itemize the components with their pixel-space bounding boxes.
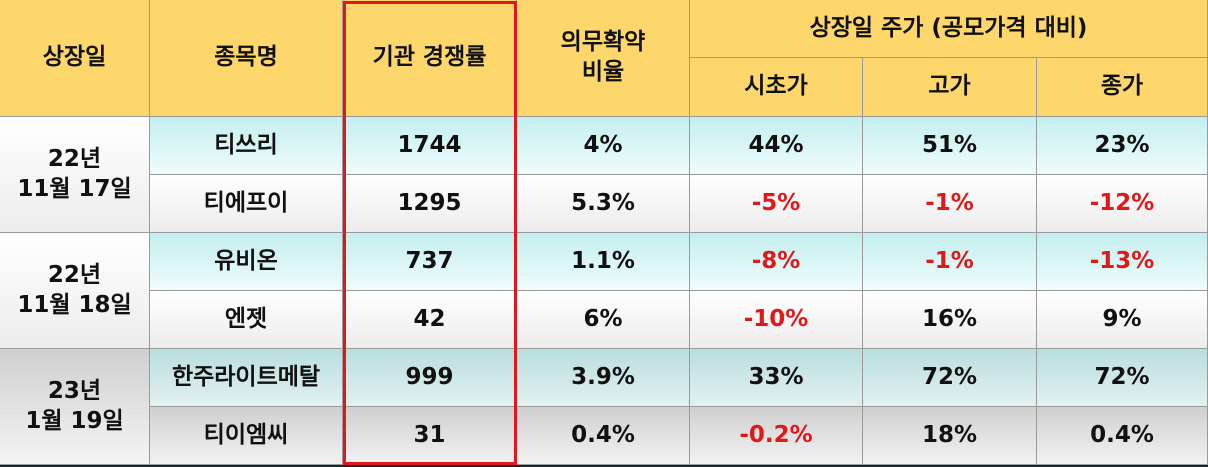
value-cell: 0.4% xyxy=(1037,407,1208,465)
value-cell: 72% xyxy=(1037,349,1208,407)
date-cell: 22년 11월 18일 xyxy=(0,233,150,349)
value-cell: 44% xyxy=(690,117,863,175)
stock-name: 티쓰리 xyxy=(150,117,343,175)
stock-name: 티이엠씨 xyxy=(150,407,343,465)
header-group: 상장일 주가 (공모가격 대비) xyxy=(690,0,1208,58)
value-cell: 33% xyxy=(690,349,863,407)
value-cell: 9% xyxy=(1037,291,1208,349)
stock-name: 티에프이 xyxy=(150,175,343,233)
value-cell: 3.9% xyxy=(517,349,690,407)
value-cell: 6% xyxy=(517,291,690,349)
value-cell: -12% xyxy=(1037,175,1208,233)
header-cell: 고가 xyxy=(863,58,1037,117)
value-cell: -10% xyxy=(690,291,863,349)
value-cell: -13% xyxy=(1037,233,1208,291)
header-cell: 상장일 xyxy=(0,0,150,117)
value-cell: -0.2% xyxy=(690,407,863,465)
header-cell: 시초가 xyxy=(690,58,863,117)
value-cell: -5% xyxy=(690,175,863,233)
value-cell: 42 xyxy=(343,291,517,349)
bottom-border xyxy=(0,465,1208,467)
value-cell: 4% xyxy=(517,117,690,175)
highlight-box xyxy=(343,1,517,465)
value-cell: -1% xyxy=(863,175,1037,233)
value-cell: 999 xyxy=(343,349,517,407)
value-cell: 51% xyxy=(863,117,1037,175)
value-cell: 737 xyxy=(343,233,517,291)
value-cell: 1.1% xyxy=(517,233,690,291)
header-cell: 의무확약 비율 xyxy=(517,0,690,117)
value-cell: 23% xyxy=(1037,117,1208,175)
value-cell: 0.4% xyxy=(517,407,690,465)
value-cell: 18% xyxy=(863,407,1037,465)
value-cell: 72% xyxy=(863,349,1037,407)
value-cell: 1295 xyxy=(343,175,517,233)
stock-name: 유비온 xyxy=(150,233,343,291)
date-cell: 23년 1월 19일 xyxy=(0,349,150,465)
value-cell: -1% xyxy=(863,233,1037,291)
value-cell: -8% xyxy=(690,233,863,291)
value-cell: 1744 xyxy=(343,117,517,175)
stock-name: 한주라이트메탈 xyxy=(150,349,343,407)
value-cell: 16% xyxy=(863,291,1037,349)
header-cell: 종가 xyxy=(1037,58,1208,117)
header-cell: 기관 경쟁률 xyxy=(343,0,517,117)
date-cell: 22년 11월 17일 xyxy=(0,117,150,233)
stock-name: 엔젯 xyxy=(150,291,343,349)
value-cell: 5.3% xyxy=(517,175,690,233)
header-cell: 종목명 xyxy=(150,0,343,117)
